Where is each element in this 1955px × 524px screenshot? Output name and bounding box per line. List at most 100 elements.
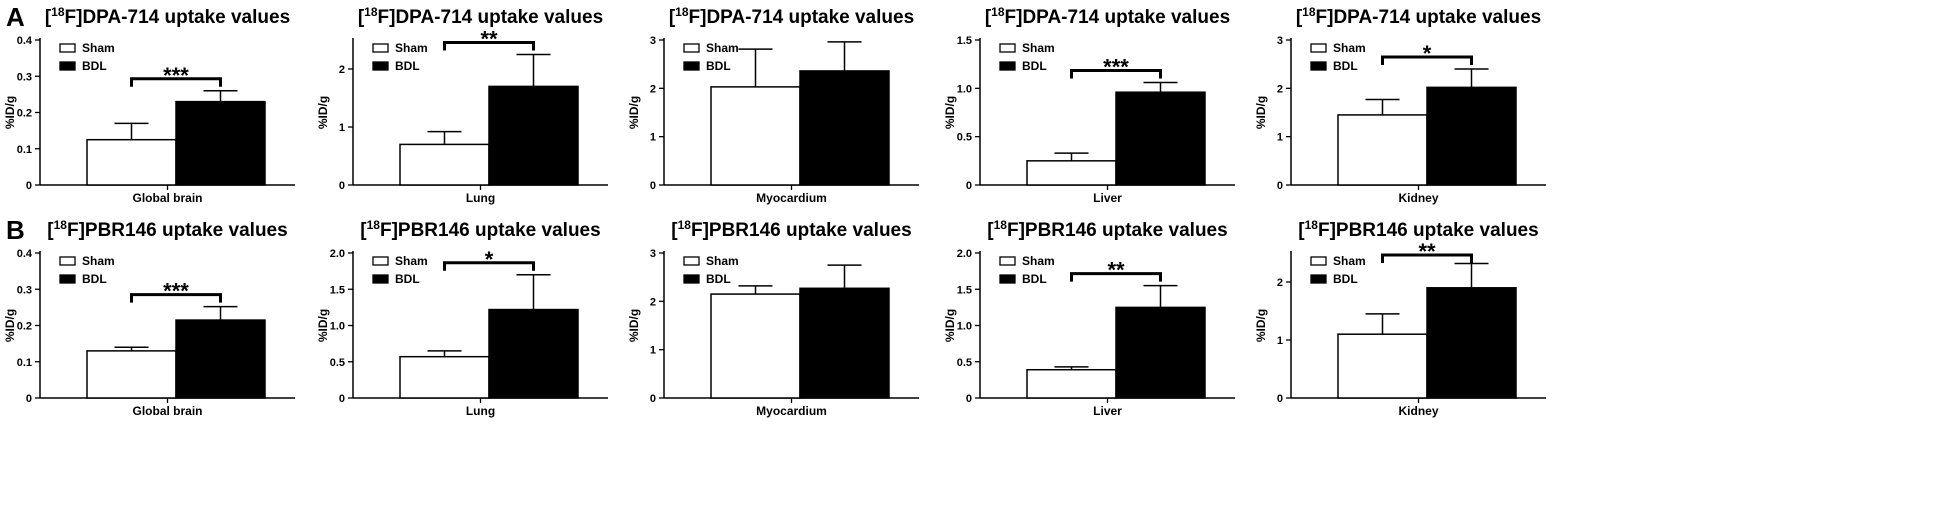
- chart-pbr146-lung: [18F]PBR146 uptake values 0 0.5 1.0 1.5 2.0 %I…: [316, 218, 608, 418]
- significance-label: ***: [1103, 55, 1129, 80]
- y-tick-label: 2: [650, 296, 656, 308]
- y-tick-label: 3: [650, 248, 656, 260]
- bar-bdl: [175, 319, 266, 399]
- y-axis-label: %ID/g: [943, 96, 957, 129]
- bar-bdl: [1426, 86, 1517, 186]
- y-tick-label: 0: [966, 393, 972, 405]
- x-tick-label: Lung: [466, 404, 495, 418]
- y-tick-label: 0: [650, 393, 656, 405]
- y-tick-label: 0.2: [17, 108, 32, 120]
- bar-bdl: [175, 100, 266, 186]
- title-isotope: 18: [364, 5, 378, 19]
- bar-sham: [399, 355, 490, 399]
- bar-sham: [399, 143, 490, 186]
- title-element: F]PBR146 uptake values: [1007, 220, 1228, 241]
- title-bracket-open: [: [45, 7, 52, 28]
- y-tick-label: 2: [339, 64, 345, 76]
- chart-title: [18F]DPA-714 uptake values: [358, 5, 603, 28]
- title-element: F]PBR146 uptake values: [67, 220, 288, 241]
- y-tick-label: 1: [339, 122, 345, 134]
- y-tick-label: 0.4: [17, 248, 33, 260]
- legend-swatch-bdl: [1310, 274, 1327, 284]
- legend-swatch-bdl: [999, 61, 1016, 71]
- legend-swatch-bdl: [372, 61, 389, 71]
- legend-swatch-sham: [372, 256, 389, 266]
- chart-dpa-714-kidney: [18F]DPA-714 uptake values 0 1 2 3 %ID/g Kidne…: [1254, 5, 1546, 205]
- chart-dpa-714-global-brain: [18F]DPA-714 uptake values 0 0.1 0.2 0.3 0.4%…: [3, 5, 295, 205]
- y-axis-label: %ID/g: [627, 96, 641, 129]
- legend-swatch-bdl: [59, 61, 76, 71]
- legend-label-sham: Sham: [395, 41, 428, 55]
- chart-dpa-714-liver: [18F]DPA-714 uptake values 0 0.5 1.0 1.5 %ID/…: [943, 5, 1235, 205]
- title-element: F]DPA-714 uptake values: [65, 7, 291, 28]
- legend-label-sham: Sham: [706, 254, 739, 268]
- title-bracket-open: [: [358, 7, 365, 28]
- x-tick-label: Liver: [1093, 191, 1122, 205]
- significance-label: **: [480, 27, 498, 52]
- x-tick-label: Lung: [466, 191, 495, 205]
- legend-swatch-bdl: [1310, 61, 1327, 71]
- title-bracket-open: [: [987, 220, 994, 241]
- bar-bdl: [1115, 91, 1206, 186]
- bar-sham: [1337, 333, 1428, 399]
- title-element: F]DPA-714 uptake values: [1316, 7, 1542, 28]
- title-isotope: 18: [994, 218, 1008, 232]
- legend-label-bdl: BDL: [1333, 59, 1358, 73]
- legend-label-sham: Sham: [1022, 41, 1055, 55]
- y-tick-label: 1.0: [330, 321, 345, 333]
- chart-dpa-714-lung: [18F]DPA-714 uptake values 0 1 2 %ID/g Lung Sh…: [316, 5, 608, 205]
- y-tick-label: 0: [26, 393, 32, 405]
- significance-bracket: [1070, 272, 1162, 282]
- title-bracket-open: [: [671, 220, 678, 241]
- y-tick-label: 1.0: [957, 83, 972, 95]
- y-tick-label: 1.5: [330, 284, 345, 296]
- legend-swatch-bdl: [59, 274, 76, 284]
- chart-title: [18F]PBR146 uptake values: [47, 218, 287, 241]
- bar-bdl: [1115, 306, 1206, 399]
- bar-sham: [86, 138, 177, 186]
- title-isotope: 18: [675, 5, 689, 19]
- x-tick-label: Liver: [1093, 404, 1122, 418]
- chart-title: [18F]DPA-714 uptake values: [669, 5, 914, 28]
- title-element: F]DPA-714 uptake values: [378, 7, 604, 28]
- legend-swatch-sham: [1310, 43, 1327, 53]
- legend-label-bdl: BDL: [1022, 59, 1047, 73]
- y-tick-label: 0.2: [17, 321, 32, 333]
- y-tick-label: 2: [1277, 83, 1283, 95]
- significance-label: **: [1418, 239, 1436, 264]
- y-tick-label: 1.0: [957, 321, 972, 333]
- y-tick-label: 2: [650, 83, 656, 95]
- panel-label-B: B: [6, 215, 25, 245]
- legend-label-bdl: BDL: [1022, 272, 1047, 286]
- y-tick-label: 3: [650, 35, 656, 47]
- title-isotope: 18: [54, 218, 68, 232]
- legend-label-sham: Sham: [706, 41, 739, 55]
- title-bracket-open: [: [669, 7, 676, 28]
- chart-pbr146-kidney: [18F]PBR146 uptake values 0 1 2 %ID/g Kidney S…: [1254, 218, 1546, 418]
- legend-swatch-bdl: [999, 274, 1016, 284]
- legend-label-sham: Sham: [395, 254, 428, 268]
- title-element: F]PBR146 uptake values: [380, 220, 601, 241]
- y-tick-label: 0: [966, 180, 972, 192]
- y-tick-label: 0.3: [17, 284, 32, 296]
- significance-bracket: [1381, 253, 1473, 263]
- y-tick-label: 0.3: [17, 71, 32, 83]
- chart-pbr146-global-brain: [18F]PBR146 uptake values 0 0.1 0.2 0.3 0.4 %I…: [3, 218, 295, 418]
- significance-bracket: [1381, 55, 1473, 65]
- legend-swatch-sham: [1310, 256, 1327, 266]
- significance-bracket: [130, 293, 222, 303]
- title-isotope: 18: [1302, 5, 1316, 19]
- y-tick-label: 0: [26, 180, 32, 192]
- bar-sham: [710, 86, 801, 186]
- chart-title: [18F]DPA-714 uptake values: [1296, 5, 1541, 28]
- title-isotope: 18: [51, 5, 65, 19]
- title-isotope: 18: [367, 218, 381, 232]
- bar-bdl: [1426, 287, 1517, 399]
- legend-label-bdl: BDL: [706, 272, 731, 286]
- significance-bracket: [1070, 69, 1162, 79]
- panel-label-A: A: [6, 2, 25, 32]
- significance-bracket: [443, 41, 535, 51]
- title-element: F]PBR146 uptake values: [1318, 220, 1539, 241]
- y-tick-label: 2: [1277, 277, 1283, 289]
- significance-label: **: [1107, 258, 1125, 283]
